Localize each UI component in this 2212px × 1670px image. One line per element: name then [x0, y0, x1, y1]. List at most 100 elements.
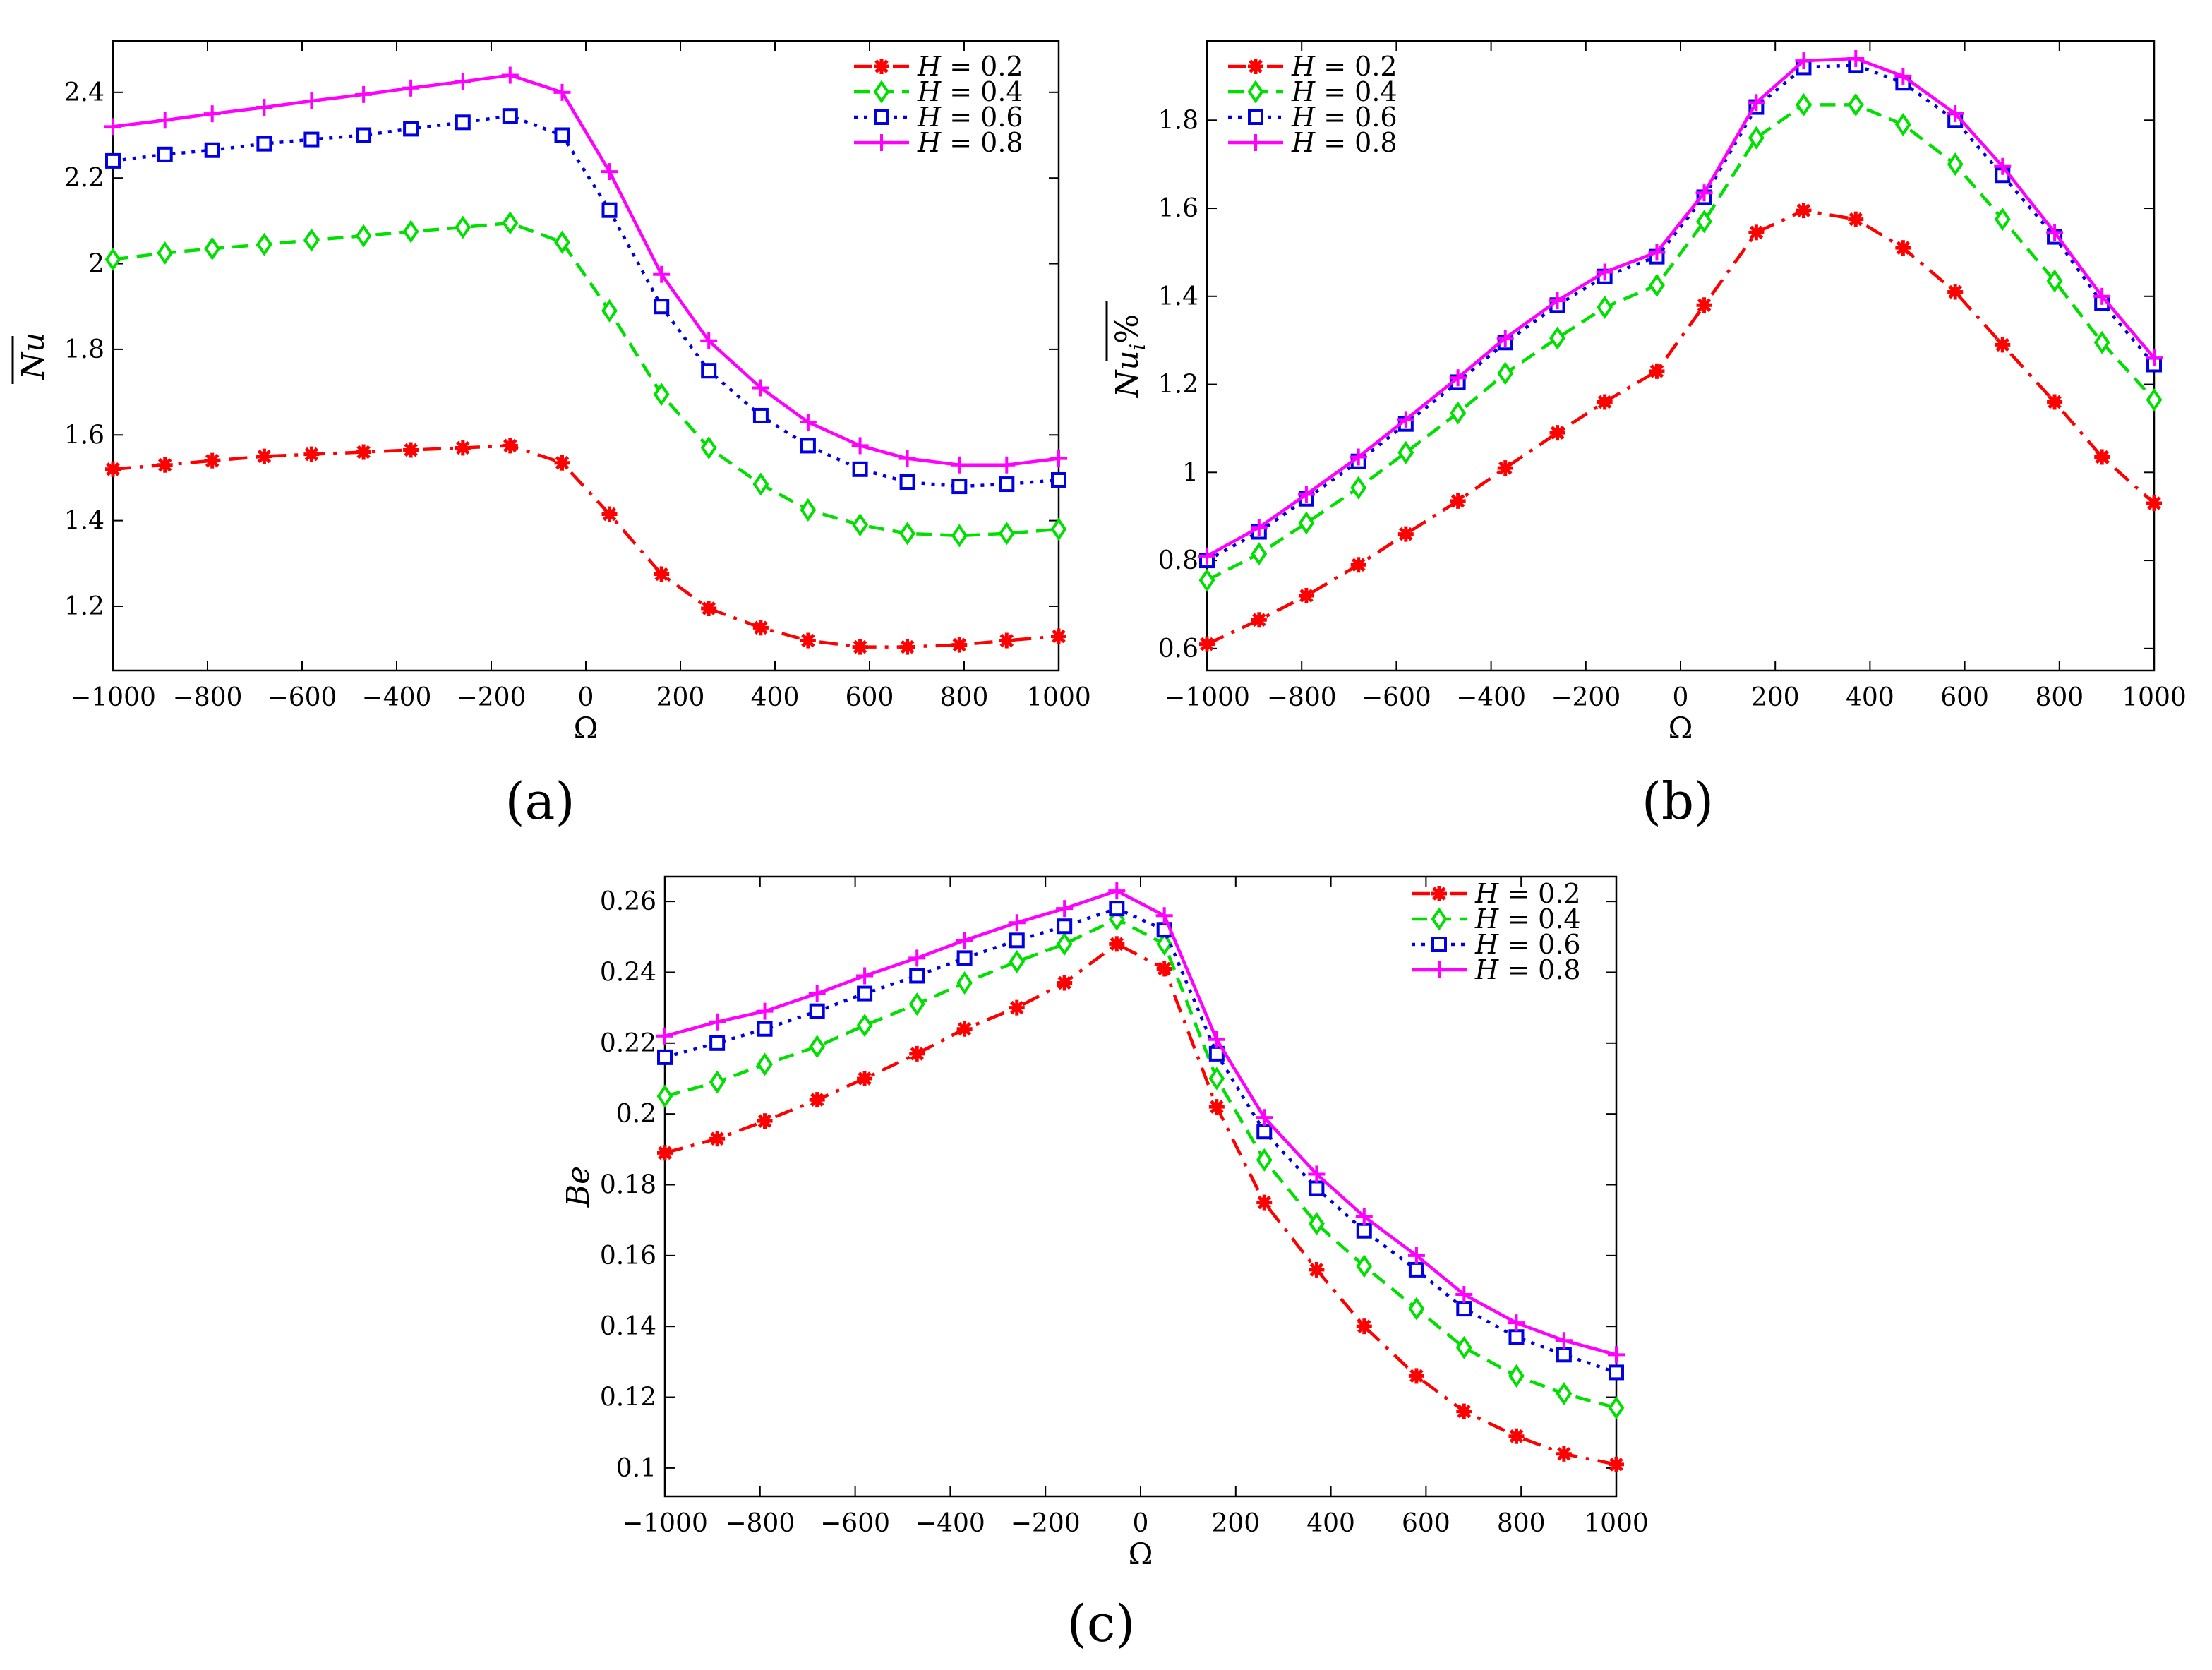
legend-label: H = 0.4 [1291, 76, 1397, 107]
legend-marker [1431, 886, 1447, 901]
legend-item: H = 0.8 [1228, 127, 1397, 158]
data-point-core [661, 1148, 669, 1158]
data-point [700, 435, 717, 459]
data-point [808, 985, 826, 1002]
data-point [908, 992, 925, 1016]
data-point [1695, 184, 1713, 202]
data-point [1496, 330, 1514, 347]
data-point [157, 457, 173, 473]
series-h---0-2 [1199, 203, 2162, 652]
data-point [1795, 52, 1813, 70]
data-point-core [1700, 301, 1709, 310]
data-point [2046, 269, 2063, 293]
data-point [709, 1013, 726, 1031]
data-point [757, 1113, 773, 1129]
panel-b-caption: (b) [1642, 771, 1714, 831]
data-point [956, 950, 973, 966]
data-point [1408, 1297, 1425, 1321]
data-point-core [109, 464, 117, 474]
data-point [899, 522, 916, 546]
data-point [256, 136, 272, 152]
data-point [852, 639, 868, 655]
data-point [1355, 1208, 1373, 1225]
legend-label: H = 0.2 [917, 51, 1023, 82]
data-point [104, 247, 121, 271]
data-point [601, 163, 618, 181]
data-point [1108, 882, 1126, 900]
data-point-core [704, 604, 714, 613]
data-point [1009, 949, 1026, 973]
data-point [1947, 152, 1964, 176]
data-point [105, 152, 121, 169]
data-point [1356, 1254, 1373, 1278]
data-point-core [458, 443, 467, 452]
y-tick-label: 0.14 [600, 1312, 656, 1341]
data-point [1408, 1368, 1424, 1384]
data-point-core [558, 458, 567, 467]
data-point [1056, 932, 1073, 956]
y-tick-label: 2 [88, 250, 104, 279]
data-point [1009, 999, 1025, 1016]
data-point [654, 566, 670, 582]
data-point [554, 230, 570, 254]
data-point [1208, 1067, 1225, 1091]
data-point [656, 1084, 673, 1108]
data-point [1796, 92, 1812, 116]
x-tick-label: −200 [457, 683, 527, 712]
legend-item: H = 0.2 [1228, 51, 1397, 82]
data-point-core [1553, 428, 1562, 438]
data-point [1696, 210, 1712, 234]
data-point [1848, 211, 1864, 227]
data-point [1508, 1428, 1525, 1444]
data-point [1050, 450, 1067, 467]
data-point-core [1998, 340, 2007, 349]
data-point-core [855, 642, 865, 651]
data-point [1497, 460, 1513, 476]
data-point [1894, 67, 1912, 85]
data-point-core [2050, 397, 2060, 407]
legend-marker [1431, 937, 1447, 952]
data-point [1994, 157, 2012, 175]
y-tick-label: 0.6 [1158, 635, 1198, 663]
data-point [403, 442, 419, 458]
y-tick-label: 0.8 [1158, 546, 1198, 575]
x-tick-label: −200 [1551, 683, 1621, 712]
data-point [1156, 961, 1172, 977]
legend-marker [874, 109, 889, 125]
data-point [1056, 900, 1074, 918]
data-point [1256, 1124, 1273, 1140]
series-line [664, 942, 1617, 1467]
data-point [553, 83, 571, 101]
data-point [809, 1003, 825, 1019]
data-point [1608, 1346, 1625, 1364]
data-point [951, 524, 968, 548]
series-line [112, 114, 1059, 488]
data-point [1508, 1329, 1525, 1345]
legend-item: H = 0.8 [1412, 954, 1581, 985]
data-point [1796, 203, 1812, 219]
series-line [112, 221, 1059, 538]
data-point [909, 1045, 925, 1062]
data-point [204, 236, 221, 260]
data-point-core [359, 447, 368, 457]
data-point [800, 498, 817, 522]
data-point [1847, 49, 1865, 67]
data-point [1596, 263, 1613, 281]
data-point [402, 220, 419, 244]
legend-item: H = 0.6 [854, 102, 1023, 133]
data-point [1298, 511, 1315, 535]
data-point [1597, 394, 1613, 410]
legend-marker-core [877, 62, 886, 71]
legend-item: H = 0.2 [1412, 878, 1581, 909]
data-point [204, 142, 220, 158]
data-point [1456, 1403, 1472, 1419]
panel-c: −1000 −800 −600 −400 −200 0 200 400 600 800 1000 0.… [560, 875, 1649, 1571]
data-point [757, 1052, 773, 1076]
x-tick-label: 800 [2035, 683, 2084, 712]
data-point [1309, 1180, 1325, 1196]
data-point [1549, 292, 1566, 310]
data-point-core [1302, 591, 1311, 600]
data-point [1995, 337, 2011, 353]
data-point [203, 105, 221, 123]
x-tick-label: 400 [1846, 683, 1894, 712]
